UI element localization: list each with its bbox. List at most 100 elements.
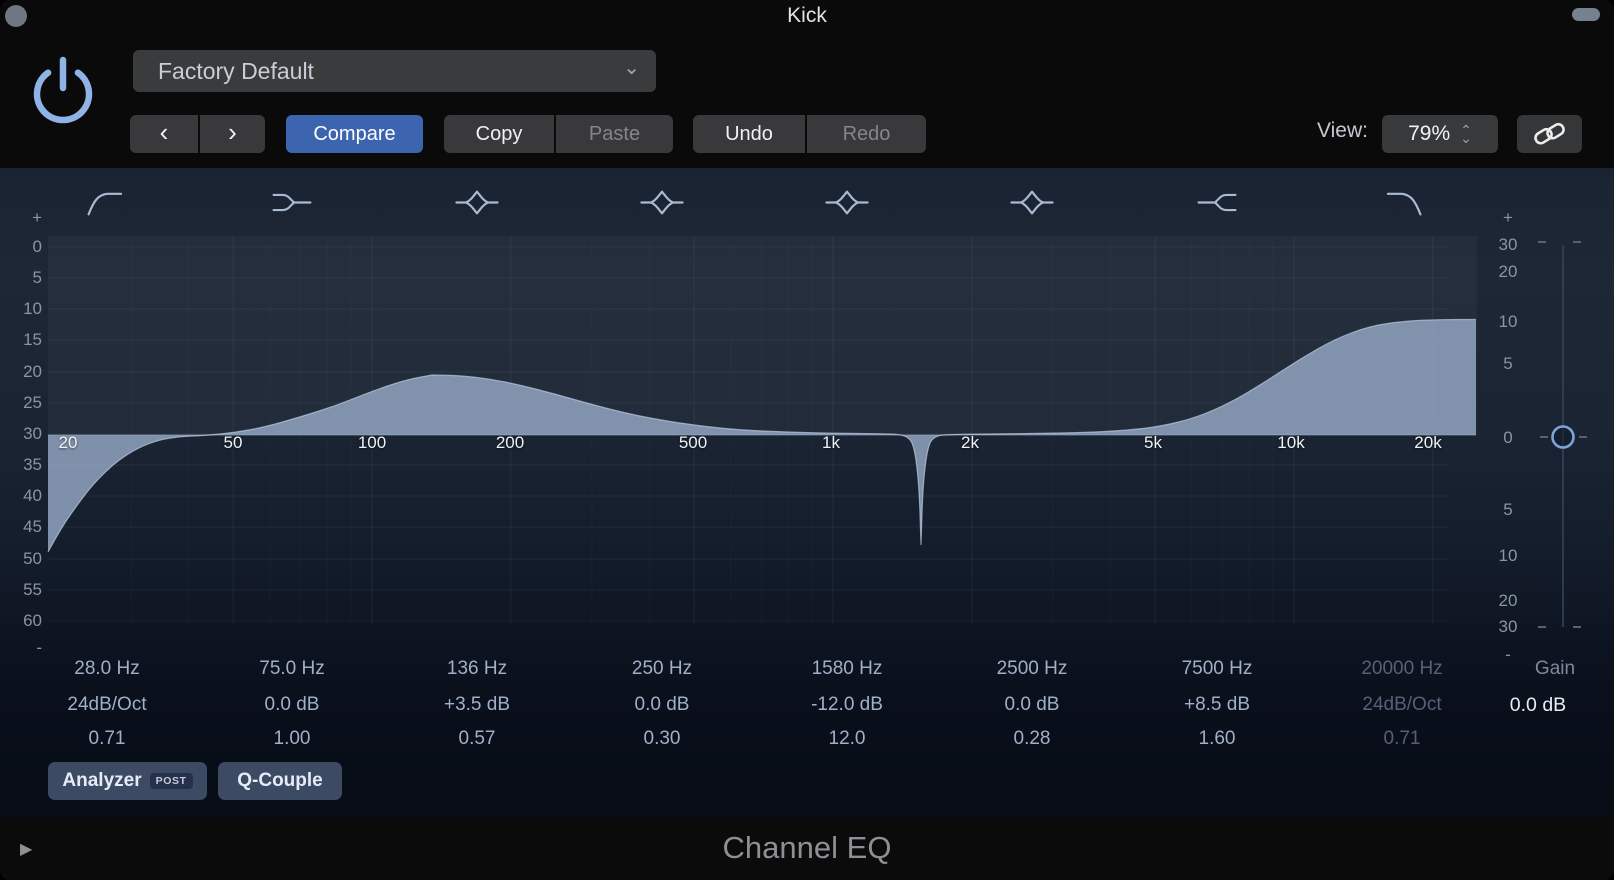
scale-tick-label: 0 xyxy=(1503,428,1513,447)
output-gain-slider[interactable] xyxy=(1538,241,1587,628)
band-q-value[interactable]: 0.71 xyxy=(1383,728,1421,749)
band-q-value[interactable]: 0.57 xyxy=(458,728,496,749)
window-control-pill[interactable] xyxy=(1572,8,1600,21)
link-button[interactable] xyxy=(1517,115,1582,153)
power-icon xyxy=(33,56,93,124)
output-gain-value[interactable]: 0.0 dB xyxy=(1509,694,1567,716)
paste-button[interactable]: Paste xyxy=(556,115,673,153)
band-q-value[interactable]: 1.60 xyxy=(1198,728,1236,749)
next-preset-button[interactable]: › xyxy=(200,115,265,153)
plugin-footer: ▶ Channel EQ xyxy=(0,818,1614,880)
band-gain-value[interactable]: 0.0 dB xyxy=(1004,694,1060,715)
freq-tick-label: 50 xyxy=(223,433,243,452)
band-frequency-value[interactable]: 7500 Hz xyxy=(1181,658,1253,679)
band-q-value[interactable]: 1.00 xyxy=(273,728,311,749)
band-frequency-value[interactable]: 1580 Hz xyxy=(811,658,883,679)
scale-tick-label: 15 xyxy=(23,330,42,349)
scale-tick-label: 0 xyxy=(32,237,42,256)
scale-tick-label: 30 xyxy=(1498,617,1518,636)
compare-button[interactable]: Compare xyxy=(286,115,423,153)
eq-graph-panel: +0 5 10 15 20 25 30 35 40 45 50 55 60- +30 20 10 5 0 5 10 2… xyxy=(0,168,1614,818)
lowpass-filter-icon[interactable] xyxy=(1376,186,1428,219)
band-gain-value[interactable]: 24dB/Oct xyxy=(67,694,147,715)
band-q-value[interactable]: 0.28 xyxy=(1013,728,1051,749)
scale-tick-label: - xyxy=(36,638,42,657)
band-frequency-value[interactable]: 250 Hz xyxy=(631,658,693,679)
bell-filter-icon[interactable] xyxy=(821,186,873,219)
scale-tick-label: 40 xyxy=(23,486,42,505)
scale-tick-label: 45 xyxy=(23,517,42,536)
view-label: View: xyxy=(1317,119,1368,142)
chevron-right-icon: › xyxy=(228,117,237,147)
freq-tick-label: 20k xyxy=(1414,433,1442,452)
scale-tick-label: 10 xyxy=(1498,546,1518,565)
band-gain-value[interactable]: 0.0 dB xyxy=(264,694,320,715)
band-frequency-value[interactable]: 2500 Hz xyxy=(996,658,1068,679)
window-control-circle[interactable] xyxy=(5,5,27,27)
lowshelf-filter-icon[interactable] xyxy=(266,186,318,219)
band-frequency-value[interactable]: 20000 Hz xyxy=(1361,658,1443,679)
scale-tick-label: 5 xyxy=(1503,500,1513,519)
freq-tick-label: 10k xyxy=(1277,433,1305,452)
eq-curve-fill[interactable] xyxy=(48,319,1476,553)
scale-tick-label: 55 xyxy=(23,580,42,599)
scale-tick-label: + xyxy=(1503,208,1513,227)
freq-tick-label: 100 xyxy=(357,433,387,452)
analyzer-button[interactable]: Analyzer POST xyxy=(48,762,207,800)
preset-label: Factory Default xyxy=(158,57,314,84)
freq-tick-label: 20 xyxy=(58,433,78,452)
band-gain-value[interactable]: 24dB/Oct xyxy=(1362,694,1442,715)
chevron-left-icon: ‹ xyxy=(159,117,169,147)
scale-tick-label: 20 xyxy=(23,362,42,381)
disclosure-triangle-icon[interactable]: ▶ xyxy=(20,841,33,858)
highshelf-filter-icon[interactable] xyxy=(1191,186,1243,219)
preset-dropdown[interactable]: Factory Default ⌄ xyxy=(133,50,656,92)
bell-filter-icon[interactable] xyxy=(451,186,503,219)
band-q-value[interactable]: 0.71 xyxy=(88,728,126,749)
grid-lines xyxy=(48,236,1448,624)
bell-filter-icon[interactable] xyxy=(636,186,688,219)
scale-tick-label: 60 xyxy=(23,611,42,630)
power-button[interactable] xyxy=(25,54,101,130)
scale-tick-label: 35 xyxy=(23,455,42,474)
eq-curve[interactable] xyxy=(47,318,1476,553)
freq-tick-label: 5k xyxy=(1144,433,1162,452)
prev-preset-button[interactable]: ‹ xyxy=(130,115,198,153)
band-frequency-value[interactable]: 28.0 Hz xyxy=(74,658,140,679)
q-couple-button[interactable]: Q-Couple xyxy=(218,762,342,800)
view-zoom-control[interactable]: 79% ⌃ ⌄ xyxy=(1382,115,1498,153)
scale-tick-label: 50 xyxy=(23,549,42,568)
scale-tick-label: 20 xyxy=(1498,262,1518,281)
eq-response-graph[interactable] xyxy=(0,168,1614,818)
track-title: Kick xyxy=(787,4,827,27)
analyzer-button-label: Analyzer xyxy=(62,770,142,791)
band-gain-value[interactable]: -12.0 dB xyxy=(811,694,883,715)
band-gain-value[interactable]: 0.0 dB xyxy=(634,694,690,715)
bell-filter-icon[interactable] xyxy=(1006,186,1058,219)
band-gain-value[interactable]: +8.5 dB xyxy=(1183,694,1251,715)
view-zoom-value: 79% xyxy=(1408,122,1451,145)
stepper-icon[interactable]: ⌃ ⌄ xyxy=(1460,122,1472,146)
band-gain-value[interactable]: +3.5 dB xyxy=(443,694,511,715)
scale-tick-label: 25 xyxy=(23,393,42,412)
redo-button[interactable]: Redo xyxy=(807,115,926,153)
scale-tick-label: 30 xyxy=(1498,235,1518,254)
scale-tick-label: 30 xyxy=(23,424,42,443)
band-frequency-value[interactable]: 136 Hz xyxy=(446,658,508,679)
link-icon xyxy=(1533,122,1565,145)
undo-button[interactable]: Undo xyxy=(693,115,805,153)
freq-tick-label: 1k xyxy=(822,433,840,452)
output-gain-label: Gain xyxy=(1534,658,1576,679)
band-q-value[interactable]: 12.0 xyxy=(828,728,866,749)
gain-slider-knob[interactable] xyxy=(1551,425,1575,449)
highpass-filter-icon[interactable] xyxy=(81,186,133,219)
copy-button[interactable]: Copy xyxy=(444,115,554,153)
plugin-name: Channel EQ xyxy=(722,830,892,865)
band-frequency-value[interactable]: 75.0 Hz xyxy=(259,658,325,679)
analyzer-post-badge[interactable]: POST xyxy=(149,772,193,790)
scale-tick-label: 5 xyxy=(32,268,42,287)
band-q-value[interactable]: 0.30 xyxy=(643,728,681,749)
scale-tick-label: 5 xyxy=(1503,354,1513,373)
scale-tick-label: - xyxy=(1505,645,1511,664)
